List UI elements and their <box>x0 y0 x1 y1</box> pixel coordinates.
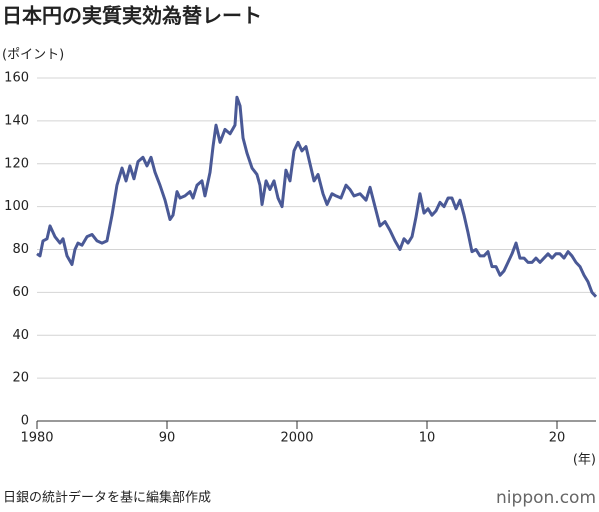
y-tick-label: 100 <box>4 199 29 214</box>
data-line <box>36 95 598 298</box>
x-tick-label: 10 <box>419 431 436 446</box>
x-tick-label: 90 <box>159 431 176 446</box>
y-tick-label: 60 <box>12 285 29 300</box>
x-axis-label: (年) <box>573 453 596 468</box>
y-tick-label: 160 <box>4 71 29 86</box>
source-note: 日銀の統計データを基に編集部作成 <box>3 490 211 506</box>
chart-title: 日本円の実質実効為替レート <box>2 4 262 28</box>
y-tick-label: 140 <box>4 113 29 128</box>
y-tick-label: 0 <box>21 414 29 429</box>
y-tick-label: 120 <box>4 156 29 171</box>
y-axis-label: (ポイント) <box>2 48 64 63</box>
x-tick-label: 1980 <box>20 431 53 446</box>
brand-logo: nippon.com <box>496 488 596 508</box>
y-tick-label: 80 <box>12 242 29 257</box>
x-tick-label: 20 <box>549 431 566 446</box>
x-tick-label: 2000 <box>280 431 313 446</box>
y-tick-label: 40 <box>12 328 29 343</box>
y-tick-label: 20 <box>12 371 29 386</box>
